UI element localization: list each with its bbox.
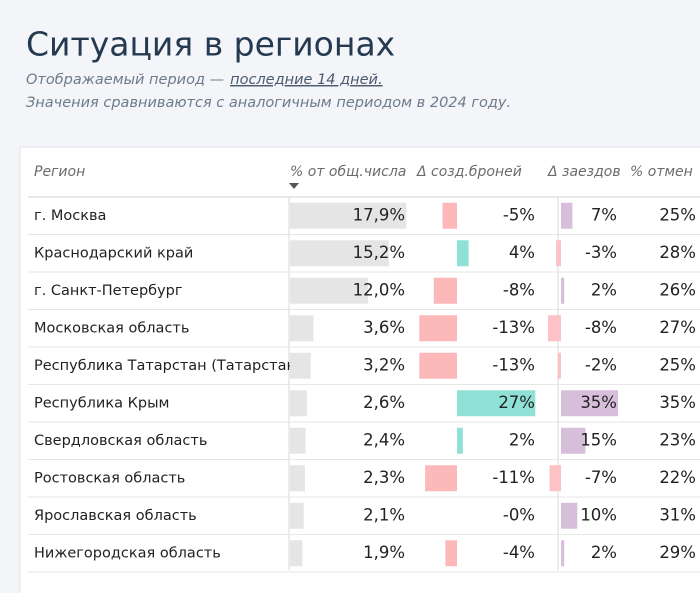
share-value: 15,2% (353, 243, 405, 262)
column-header[interactable]: Δ созд.броней (416, 164, 522, 180)
share-value: 1,9% (363, 543, 405, 562)
checkins-value: 10% (580, 505, 617, 524)
checkins-value: 2% (591, 280, 617, 299)
column-header[interactable]: % отмен (630, 164, 693, 180)
checkins-value: -8% (585, 318, 617, 337)
bookings-bar (442, 202, 457, 229)
bookings-bar (433, 277, 457, 304)
bookings-value: -11% (492, 468, 535, 487)
bookings-bar (425, 465, 457, 492)
cancellations-value: 31% (659, 505, 696, 524)
checkins-bar (561, 540, 565, 567)
bookings-value: 27% (498, 393, 535, 412)
share-bar (290, 390, 307, 417)
bookings-value: -8% (503, 280, 535, 299)
share-value: 3,2% (363, 355, 405, 374)
bookings-bar (457, 240, 469, 267)
region: Республика Крым (34, 395, 169, 411)
checkins-bar (561, 502, 578, 529)
region: Республика Татарстан (Татарстан) (34, 358, 302, 374)
checkins-value: -2% (585, 355, 617, 374)
period-prefix: Отображаемый период — (26, 72, 224, 88)
checkins-bar (561, 277, 565, 304)
checkins-bar (549, 465, 561, 492)
share-bar (290, 240, 389, 267)
checkins-bar (547, 315, 561, 342)
region: Нижегородская область (34, 545, 221, 561)
column-header[interactable]: % от общ.числа (290, 164, 406, 180)
bookings-value: 4% (509, 243, 535, 262)
cancellations-value: 23% (659, 430, 696, 449)
period: Отображаемый период — последние 14 дней. (26, 72, 383, 88)
share-bar (290, 427, 306, 454)
checkins-value: -3% (585, 243, 617, 262)
cancellations-value: 25% (659, 205, 696, 224)
bookings-value: -5% (503, 205, 535, 224)
sort-indicator[interactable] (289, 183, 299, 189)
checkins-bar (556, 240, 561, 267)
checkins-bar (561, 202, 573, 229)
share-value: 2,6% (363, 393, 405, 412)
bookings-bar (457, 390, 536, 417)
region: Ярославская область (34, 508, 197, 524)
checkins-value: 2% (591, 543, 617, 562)
cancellations-value: 29% (659, 543, 696, 562)
region: Краснодарский край (34, 245, 193, 261)
column-header[interactable]: Δ заездов (547, 164, 621, 180)
share-value: 12,0% (353, 280, 405, 299)
bookings-value: -13% (492, 355, 535, 374)
share-value: 17,9% (353, 205, 405, 224)
share-value: 2,1% (363, 505, 405, 524)
column-header[interactable]: Регион (34, 164, 85, 180)
cancellations-value: 25% (659, 355, 696, 374)
checkins-bar (561, 390, 619, 417)
bookings-bar (445, 540, 457, 567)
share-bar (290, 202, 407, 229)
checkins-bar (561, 427, 586, 454)
bookings-bar (419, 352, 457, 379)
region: Московская область (34, 320, 189, 336)
share-bar (290, 502, 304, 529)
share-bar (290, 315, 314, 342)
region: Ростовская область (34, 470, 185, 486)
bookings-value: -13% (492, 318, 535, 337)
title: Ситуация в регионах (26, 25, 395, 64)
rows: г. Москва 17,9% -5% 7% 25% Краснодарский край… (28, 202, 700, 573)
region: Свердловская область (34, 433, 207, 449)
checkins-value: 7% (591, 205, 617, 224)
cancellations-value: 35% (659, 393, 696, 412)
region: г. Москва (34, 208, 106, 224)
share-value: 2,3% (363, 468, 405, 487)
share-bar (290, 540, 303, 567)
checkins-value: 35% (580, 393, 617, 412)
cancellations-value: 27% (659, 318, 696, 337)
share-bar (290, 277, 368, 304)
checkins-value: 15% (580, 430, 617, 449)
bookings-bar (457, 427, 463, 454)
cancellations-value: 22% (659, 468, 696, 487)
share-bar (290, 352, 311, 379)
bookings-bar (419, 315, 457, 342)
note: Значения сравниваются с аналогичным пери… (26, 95, 511, 111)
checkins-value: -7% (585, 468, 617, 487)
checkins-bar (557, 352, 561, 379)
region: г. Санкт-Петербург (34, 283, 183, 299)
cancellations-value: 26% (659, 280, 696, 299)
share-value: 2,4% (363, 430, 405, 449)
share-value: 3,6% (363, 318, 405, 337)
cancellations-value: 28% (659, 243, 696, 262)
bookings-value: 2% (509, 430, 535, 449)
share-bar (290, 465, 305, 492)
bookings-value: -4% (503, 543, 535, 562)
period-link[interactable]: последние 14 дней. (230, 72, 383, 88)
bookings-value: -0% (503, 505, 535, 524)
